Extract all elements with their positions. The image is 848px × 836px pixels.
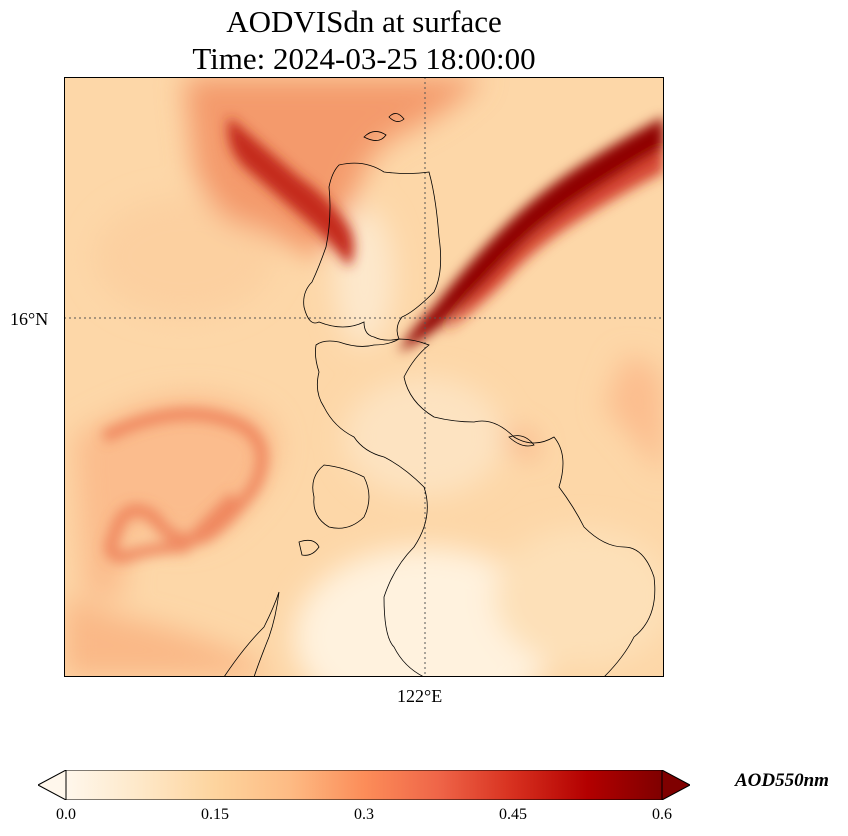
colorbar-gradient bbox=[65, 770, 663, 800]
colorbar-tick-label: 0.0 bbox=[56, 806, 76, 823]
colorbar-tick-label: 0.6 bbox=[652, 806, 672, 823]
colorbar-tick-label: 0.15 bbox=[201, 806, 229, 823]
map-title-line1: AODVISdn at surface bbox=[226, 4, 502, 39]
colorbar-tick-label: 0.3 bbox=[354, 806, 374, 823]
coastlines bbox=[223, 113, 656, 677]
colorbar-min-extend bbox=[38, 770, 67, 800]
colorbar-units-label: AOD550nm bbox=[735, 770, 829, 791]
map-frame bbox=[64, 77, 664, 677]
colorbar-tick-label: 0.45 bbox=[499, 806, 527, 823]
map-title-line2: Time: 2024-03-25 18:00:00 bbox=[192, 41, 536, 76]
lat-tick-label: 16°N bbox=[10, 309, 49, 329]
colorbar-max-extend bbox=[661, 770, 690, 800]
colorbar bbox=[38, 770, 690, 800]
lon-tick-label: 122°E bbox=[397, 686, 443, 706]
aod-field bbox=[64, 77, 664, 677]
aod-map bbox=[64, 77, 664, 677]
